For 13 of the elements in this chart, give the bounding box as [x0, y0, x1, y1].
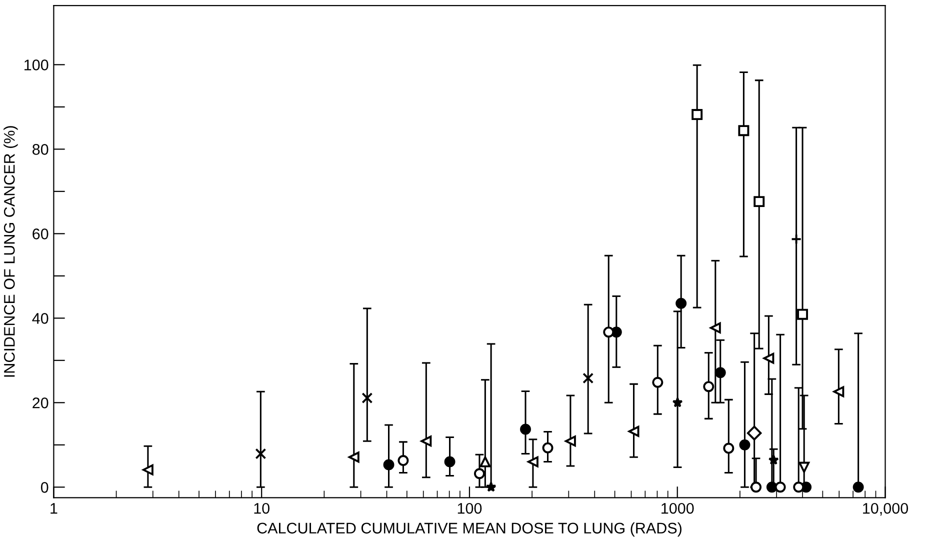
y-tick-label: 60: [32, 228, 48, 240]
x-tick-label: 100: [458, 502, 482, 514]
x-tick-label: 1: [50, 503, 58, 514]
y-tick-label: 80: [32, 144, 48, 155]
x-tick-label: 10: [254, 502, 270, 514]
x-tick-label: 1000: [662, 502, 694, 514]
x-axis-title: CALCULATED CUMULATIVE MEAN DOSE TO LUNG (RADS): [257, 522, 682, 537]
y-axis-title: INCIDENCE OF LUNG CANCER (%): [4, 126, 18, 377]
y-tick-label: 100: [24, 60, 48, 70]
y-tick-label: 0: [40, 482, 48, 493]
y-tick-label: 20: [32, 398, 48, 408]
x-tick-label: 10,000: [863, 502, 908, 516]
y-tick-label: 40: [32, 313, 48, 324]
